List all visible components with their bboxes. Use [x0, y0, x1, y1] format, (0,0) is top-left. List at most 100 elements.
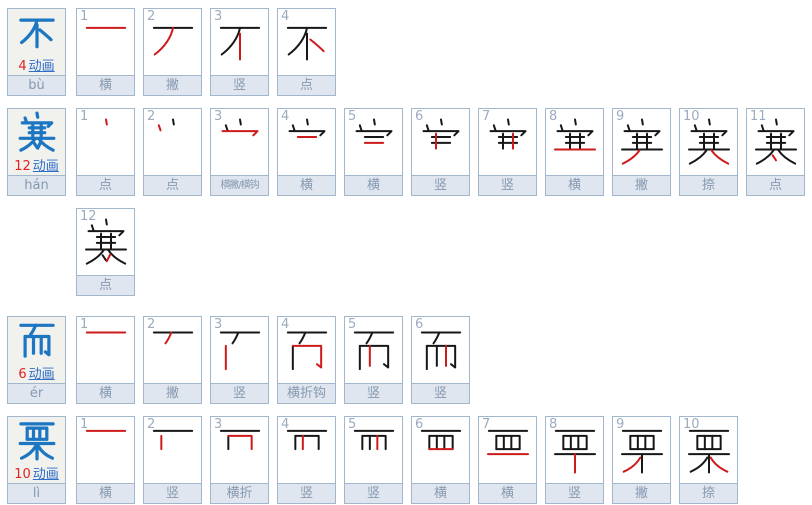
stroke-count: 6	[18, 367, 27, 382]
animation-link[interactable]: 动画	[32, 467, 59, 482]
step-number: 6	[415, 417, 424, 432]
step-number: 10	[683, 417, 700, 432]
stroke-name-label: 竖	[211, 75, 268, 95]
step-number: 9	[616, 109, 625, 124]
step-number: 5	[348, 417, 357, 432]
animation-link[interactable]: 动画	[32, 159, 59, 174]
step-number: 1	[80, 317, 89, 332]
stroke-step-cell: 4 竖	[277, 416, 336, 504]
step-number: 1	[80, 109, 89, 124]
stroke-diagram	[617, 425, 667, 475]
stroke-steps: 1 横 2 撇 3 竖 4 点	[76, 8, 806, 96]
step-number: 3	[214, 9, 223, 24]
stroke-diagram	[684, 425, 734, 475]
stroke-name-label: 竖	[278, 483, 335, 503]
stroke-name-label: 横	[546, 175, 603, 195]
stroke-name-label: 横	[479, 483, 536, 503]
stroke-name-label: 竖	[345, 383, 402, 403]
character-block: 4 动画 bù 1 横 2 撇 3 竖 4 点	[7, 8, 812, 96]
stroke-step-cell: 3 竖	[210, 8, 269, 96]
stroke-step-cell: 6 竖	[411, 108, 470, 196]
stroke-diagram	[282, 425, 332, 475]
pinyin-label: lì	[8, 483, 65, 503]
stroke-step-cell: 2 竖	[143, 416, 202, 504]
stroke-step-cell: 2 撇	[143, 316, 202, 404]
stroke-steps: 1 横 2 竖 3 横折 4 竖 5 竖 6 横 7 横 8 竖 9	[76, 416, 806, 504]
step-number: 3	[214, 317, 223, 332]
stroke-step-cell: 12 点	[76, 208, 135, 296]
character-block: 10 动画 lì 1 横 2 竖 3 横折 4 竖 5 竖 6 横 7 横	[7, 416, 812, 504]
stroke-diagram	[684, 117, 734, 167]
stroke-diagram	[215, 17, 265, 67]
stroke-name-label: 点	[144, 175, 201, 195]
stroke-count: 12	[14, 159, 31, 174]
stroke-name-label: 竖	[546, 483, 603, 503]
stroke-step-cell: 3 横撇/横钩	[210, 108, 269, 196]
step-number: 12	[80, 209, 97, 224]
stroke-step-cell: 4 横	[277, 108, 336, 196]
stroke-step-cell: 8 竖	[545, 416, 604, 504]
stroke-step-cell: 6 横	[411, 416, 470, 504]
stroke-name-label: 横折	[211, 483, 268, 503]
stroke-diagram	[282, 325, 332, 375]
stroke-diagram	[81, 217, 131, 267]
step-number: 1	[80, 9, 89, 24]
stroke-diagram	[148, 325, 198, 375]
stroke-diagram	[282, 17, 332, 67]
stroke-step-cell: 4 点	[277, 8, 336, 96]
step-number: 7	[482, 109, 491, 124]
step-number: 6	[415, 317, 424, 332]
stroke-step-cell: 1 点	[76, 108, 135, 196]
stroke-diagram	[215, 425, 265, 475]
stroke-name-label: 竖	[412, 383, 469, 403]
stroke-count-line: 6 动画	[8, 366, 65, 383]
stroke-name-label: 竖	[479, 175, 536, 195]
animation-link[interactable]: 动画	[28, 59, 55, 74]
stroke-step-cell: 9 撇	[612, 108, 671, 196]
stroke-step-cell: 10 捺	[679, 108, 738, 196]
stroke-count-line: 10 动画	[8, 466, 65, 483]
step-number: 10	[683, 109, 700, 124]
step-number: 9	[616, 417, 625, 432]
stroke-step-cell: 1 横	[76, 8, 135, 96]
stroke-diagram	[416, 425, 466, 475]
stroke-diagram	[483, 425, 533, 475]
stroke-name-label: 横撇/横钩	[211, 175, 268, 195]
stroke-diagram	[617, 117, 667, 167]
stroke-name-label: 横	[345, 175, 402, 195]
step-number: 1	[80, 417, 89, 432]
stroke-step-cell: 5 竖	[344, 316, 403, 404]
step-number: 8	[549, 417, 558, 432]
stroke-name-label: 横折钩	[278, 383, 335, 403]
pinyin-label: hán	[8, 175, 65, 195]
stroke-diagram	[81, 325, 131, 375]
step-number: 4	[281, 317, 290, 332]
stroke-diagram	[550, 425, 600, 475]
stroke-name-label: 横	[412, 483, 469, 503]
step-number: 8	[549, 109, 558, 124]
stroke-diagram	[81, 17, 131, 67]
stroke-diagram	[751, 117, 801, 167]
stroke-step-cell: 5 横	[344, 108, 403, 196]
stroke-diagram	[416, 117, 466, 167]
stroke-step-cell: 7 竖	[478, 108, 537, 196]
animation-link[interactable]: 动画	[28, 367, 55, 382]
stroke-steps: 1 横 2 撇 3 竖 4 横折钩 5 竖 6 竖	[76, 316, 806, 404]
character-block: 6 动画 ér 1 横 2 撇 3 竖 4 横折钩 5 竖 6 竖	[7, 316, 812, 404]
step-number: 2	[147, 109, 156, 124]
stroke-name-label: 点	[278, 75, 335, 95]
step-number: 7	[482, 417, 491, 432]
stroke-step-cell: 3 横折	[210, 416, 269, 504]
step-number: 3	[214, 109, 223, 124]
stroke-name-label: 撇	[144, 75, 201, 95]
step-number: 2	[147, 417, 156, 432]
stroke-count: 4	[18, 59, 27, 74]
stroke-step-cell: 4 横折钩	[277, 316, 336, 404]
stroke-step-cell: 2 点	[143, 108, 202, 196]
stroke-step-cell: 1 横	[76, 316, 135, 404]
stroke-name-label: 横	[77, 75, 134, 95]
stroke-name-label: 撇	[144, 383, 201, 403]
stroke-diagram	[81, 425, 131, 475]
stroke-count-line: 12 动画	[8, 158, 65, 175]
